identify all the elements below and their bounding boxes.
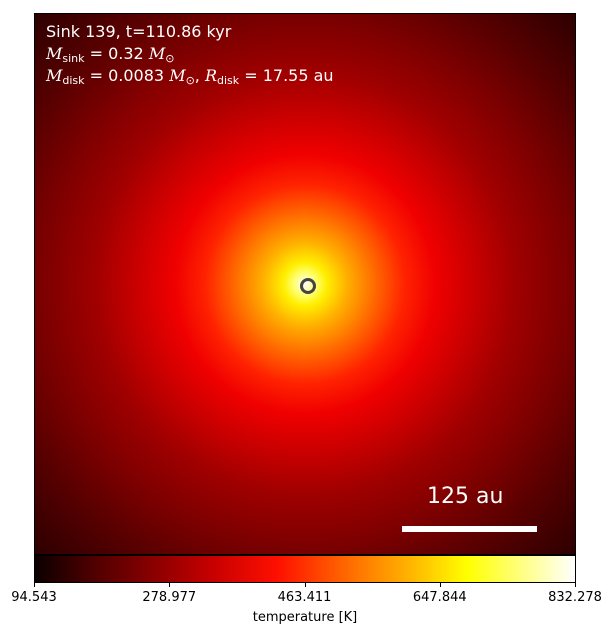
disk-radius-value: = 17.55 au bbox=[239, 66, 334, 85]
radius-symbol: R bbox=[204, 66, 218, 85]
colorbar-tick bbox=[169, 583, 171, 587]
sink-title: Sink 139, t=110.86 kyr bbox=[46, 22, 232, 41]
disk-mass-value: = 0.0083 bbox=[84, 66, 170, 85]
disk-mass-symbol: M bbox=[46, 66, 63, 85]
disk-sun-subscript: ⊙ bbox=[185, 74, 195, 87]
temperature-map: Sink 139, t=110.86 kyr Msink = 0.32 M⊙ M… bbox=[34, 13, 576, 555]
disk-subscript: disk bbox=[62, 74, 85, 87]
colorbar-tick-label: 832.278 bbox=[548, 590, 602, 605]
colorbar-tick bbox=[304, 583, 306, 587]
colorbar-tick-label: 94.543 bbox=[11, 590, 57, 605]
sink-subscript: sink bbox=[62, 52, 85, 65]
scale-bar-label: 125 au bbox=[427, 484, 504, 509]
mass-symbol-sun: M bbox=[148, 44, 166, 63]
colorbar-tick bbox=[575, 583, 576, 587]
comma-separator: , bbox=[194, 66, 205, 85]
colorbar bbox=[34, 555, 576, 583]
sink-mass-value: = 0.32 bbox=[84, 44, 149, 63]
colorbar-tick-label: 463.411 bbox=[277, 590, 332, 605]
sun-subscript: ⊙ bbox=[165, 52, 175, 65]
disk-info-label: Mdisk = 0.0083 M⊙, Rdisk = 17.55 au bbox=[46, 66, 334, 87]
colorbar-label: temperature [K] bbox=[252, 610, 358, 625]
colorbar-tick-label: 647.844 bbox=[412, 590, 467, 605]
disk-mass-sun-symbol: M bbox=[169, 66, 186, 85]
scale-bar bbox=[402, 526, 537, 532]
radius-subscript: disk bbox=[217, 74, 240, 87]
colorbar-tick bbox=[439, 583, 441, 587]
sink-mass-label: Msink = 0.32 M⊙ bbox=[46, 44, 174, 65]
colorbar-tick-label: 278.977 bbox=[142, 590, 197, 605]
colorbar-tick bbox=[34, 583, 35, 587]
sink-marker-icon bbox=[300, 278, 316, 294]
mass-symbol: M bbox=[46, 44, 63, 63]
